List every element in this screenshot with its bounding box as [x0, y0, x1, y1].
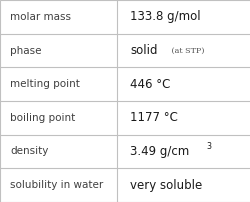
- Text: melting point: melting point: [10, 79, 80, 89]
- Text: density: density: [10, 146, 48, 157]
- Text: 3: 3: [206, 142, 211, 151]
- Text: 446 °C: 446 °C: [130, 78, 170, 91]
- Text: molar mass: molar mass: [10, 12, 71, 22]
- Text: very soluble: very soluble: [130, 179, 202, 192]
- Text: 133.8 g/mol: 133.8 g/mol: [130, 10, 200, 23]
- Text: 1177 °C: 1177 °C: [130, 111, 177, 124]
- Text: 3.49 g/cm: 3.49 g/cm: [130, 145, 188, 158]
- Text: (at STP): (at STP): [168, 46, 204, 55]
- Text: solubility in water: solubility in water: [10, 180, 103, 190]
- Text: phase: phase: [10, 45, 41, 56]
- Text: boiling point: boiling point: [10, 113, 75, 123]
- Text: solid: solid: [130, 44, 157, 57]
